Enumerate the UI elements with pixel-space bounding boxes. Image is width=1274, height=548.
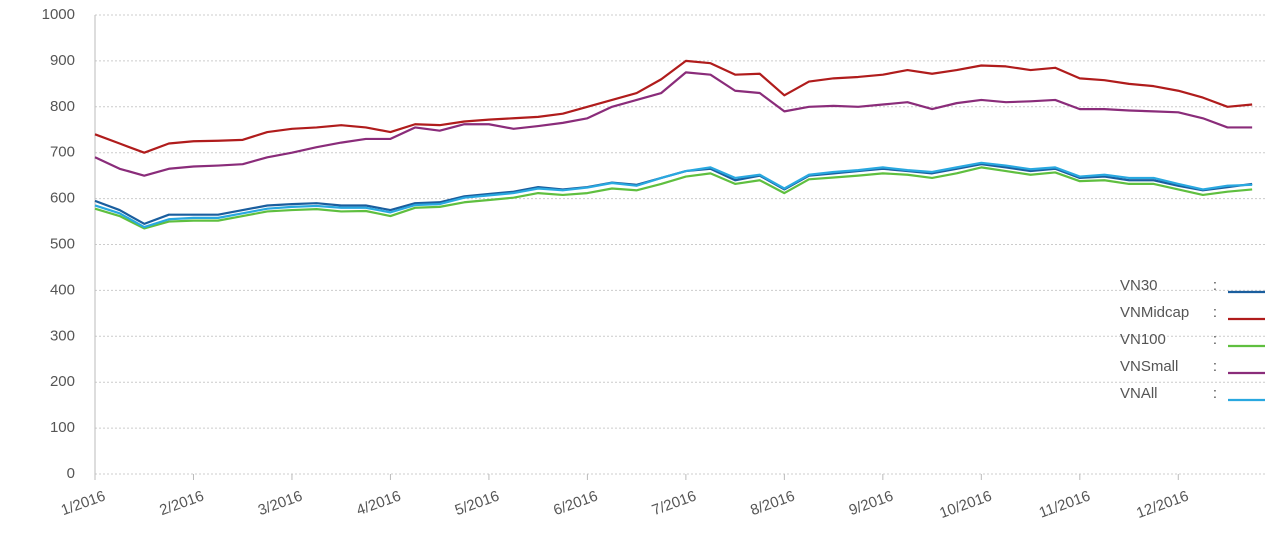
y-tick-label: 200 [50, 373, 75, 390]
x-tick-label: 7/2016 [650, 488, 699, 520]
y-tick-label: 300 [50, 327, 75, 344]
series-line [94, 71, 1253, 177]
legend-separator: : [1213, 385, 1217, 402]
y-tick-label: 100 [50, 419, 75, 436]
legend-separator: : [1213, 304, 1217, 321]
x-tick-label: 10/2016 [937, 488, 994, 523]
x-tick-label: 1/2016 [59, 488, 108, 520]
y-tick-label: 400 [50, 281, 75, 298]
x-tick-label: 6/2016 [551, 488, 600, 520]
y-tick-label: 900 [50, 52, 75, 69]
y-tick-label: 600 [50, 190, 75, 207]
y-tick-label: 0 [67, 465, 75, 482]
series-line [94, 163, 1253, 225]
y-tick-label: 800 [50, 98, 75, 115]
y-tick-label: 1000 [42, 6, 75, 23]
x-tick-label: 3/2016 [256, 488, 305, 520]
legend-label: VN100 [1120, 331, 1166, 348]
legend-label: VN30 [1120, 277, 1158, 294]
series-line [94, 161, 1253, 229]
legend-label: VNAll [1120, 385, 1158, 402]
series-line [94, 59, 1253, 154]
x-tick-label: 2/2016 [157, 488, 206, 520]
y-tick-label: 700 [50, 144, 75, 161]
x-tick-label: 5/2016 [453, 488, 502, 520]
legend-separator: : [1213, 331, 1217, 348]
x-tick-label: 4/2016 [354, 488, 403, 520]
y-tick-label: 500 [50, 235, 75, 252]
legend-label: VNSmall [1120, 358, 1178, 375]
x-tick-label: 12/2016 [1134, 488, 1191, 523]
x-tick-label: 11/2016 [1037, 488, 1093, 522]
x-tick-label: 9/2016 [847, 488, 896, 520]
legend-separator: : [1213, 277, 1217, 294]
legend-separator: : [1213, 358, 1217, 375]
series-line [94, 166, 1253, 230]
x-tick-label: 8/2016 [748, 488, 797, 520]
legend-label: VNMidcap [1120, 304, 1189, 321]
